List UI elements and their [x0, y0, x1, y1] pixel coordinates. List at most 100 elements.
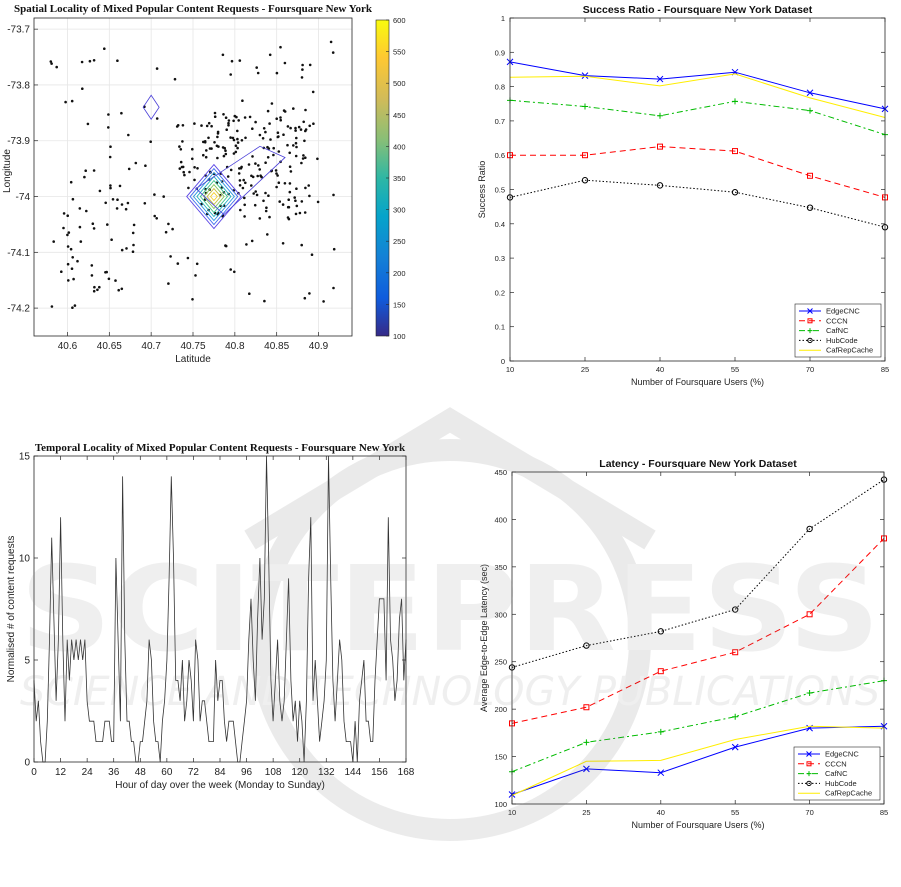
data-point — [276, 174, 279, 177]
legend-label: EdgeCNC — [826, 307, 860, 316]
series-marker — [732, 148, 738, 155]
data-point — [304, 186, 307, 190]
colorbar-label: 300 — [393, 206, 406, 215]
y-axis-label: Average Edge-to-Edge Latency (sec) — [479, 564, 489, 712]
legend-label: CafRepCache — [825, 789, 872, 798]
x-tick-label: 108 — [265, 767, 282, 778]
data-point — [232, 138, 236, 142]
data-point — [131, 231, 135, 235]
data-point — [207, 121, 211, 125]
x-tick-label: 55 — [731, 808, 739, 817]
legend-label: CCCN — [826, 316, 848, 325]
data-point — [281, 242, 285, 245]
data-point — [270, 102, 274, 105]
data-point — [294, 129, 297, 132]
data-point — [332, 247, 336, 251]
data-point — [143, 202, 147, 205]
data-point — [180, 165, 184, 169]
y-axis-label: Normalised # of content requests — [6, 536, 17, 683]
y-tick-label: -73.7 — [7, 25, 30, 36]
data-point — [62, 226, 65, 230]
data-point — [301, 68, 304, 71]
x-tick-label: 24 — [82, 767, 94, 778]
data-point — [96, 288, 99, 292]
data-point — [149, 140, 152, 143]
watermark-roof — [244, 407, 656, 550]
data-point — [262, 199, 265, 203]
data-point — [301, 157, 305, 160]
contour-ring — [186, 163, 242, 230]
data-point — [120, 248, 124, 252]
data-point — [292, 107, 295, 110]
data-point — [132, 223, 136, 227]
data-point — [66, 245, 70, 248]
series-marker — [732, 713, 739, 720]
x-tick-label: 60 — [161, 767, 173, 778]
data-point — [263, 299, 266, 303]
x-tick-label: 40.8 — [225, 341, 245, 352]
chart-title: Temporal Locality of Mixed Popular Conte… — [35, 442, 406, 454]
data-point — [202, 153, 205, 157]
data-point — [272, 146, 276, 150]
data-point — [132, 243, 135, 247]
data-point — [104, 201, 107, 205]
series-marker — [656, 182, 664, 189]
data-point — [303, 211, 307, 214]
series-marker — [806, 761, 812, 767]
x-tick-label: 10 — [506, 365, 514, 374]
data-point — [179, 148, 183, 151]
data-point — [169, 255, 172, 258]
data-point — [312, 122, 315, 125]
series-marker — [732, 649, 739, 656]
data-point — [248, 115, 252, 119]
data-point — [70, 99, 74, 103]
data-point — [116, 59, 119, 62]
data-point — [124, 207, 128, 211]
data-point — [118, 184, 122, 188]
x-axis-label: Number of Foursquare Users (%) — [631, 820, 764, 830]
data-point — [251, 175, 255, 179]
y-tick-label: -73.9 — [7, 136, 30, 147]
y-tick-label: 1 — [501, 14, 505, 23]
legend-label: HubCode — [825, 779, 857, 788]
plot-frame — [511, 471, 885, 805]
x-tick-label: 40.65 — [97, 341, 122, 352]
data-point — [153, 193, 156, 196]
x-tick-label: 48 — [135, 767, 147, 778]
data-point — [193, 166, 196, 169]
data-point — [227, 124, 230, 127]
data-point — [80, 60, 84, 64]
y-tick-label: 0.6 — [495, 151, 505, 160]
data-point — [302, 154, 305, 157]
series-line-cccn — [510, 146, 886, 198]
data-point — [311, 90, 315, 94]
data-point — [304, 108, 307, 112]
series-marker — [806, 690, 813, 697]
data-point — [182, 170, 185, 174]
data-point — [322, 300, 325, 303]
data-point — [195, 262, 199, 266]
series-marker — [657, 728, 664, 735]
data-point — [76, 259, 79, 263]
data-point — [243, 215, 246, 218]
data-point — [295, 145, 298, 149]
series-line-cafnc — [511, 680, 885, 773]
data-point — [90, 274, 94, 277]
y-tick-label: -74 — [16, 192, 31, 203]
series-marker — [807, 337, 813, 344]
data-point — [66, 262, 70, 266]
data-point — [268, 215, 271, 219]
data-point — [114, 279, 117, 282]
data-point — [303, 139, 306, 143]
data-point — [50, 305, 54, 308]
series-marker — [732, 98, 738, 105]
data-point — [66, 214, 69, 217]
data-point — [310, 253, 314, 256]
y-tick-label: 450 — [494, 468, 507, 477]
contour-ring — [203, 183, 225, 210]
data-point — [193, 122, 196, 125]
x-tick-label: 132 — [318, 767, 335, 778]
data-point — [332, 286, 335, 290]
x-tick-label: 10 — [508, 808, 516, 817]
data-point — [171, 227, 174, 231]
